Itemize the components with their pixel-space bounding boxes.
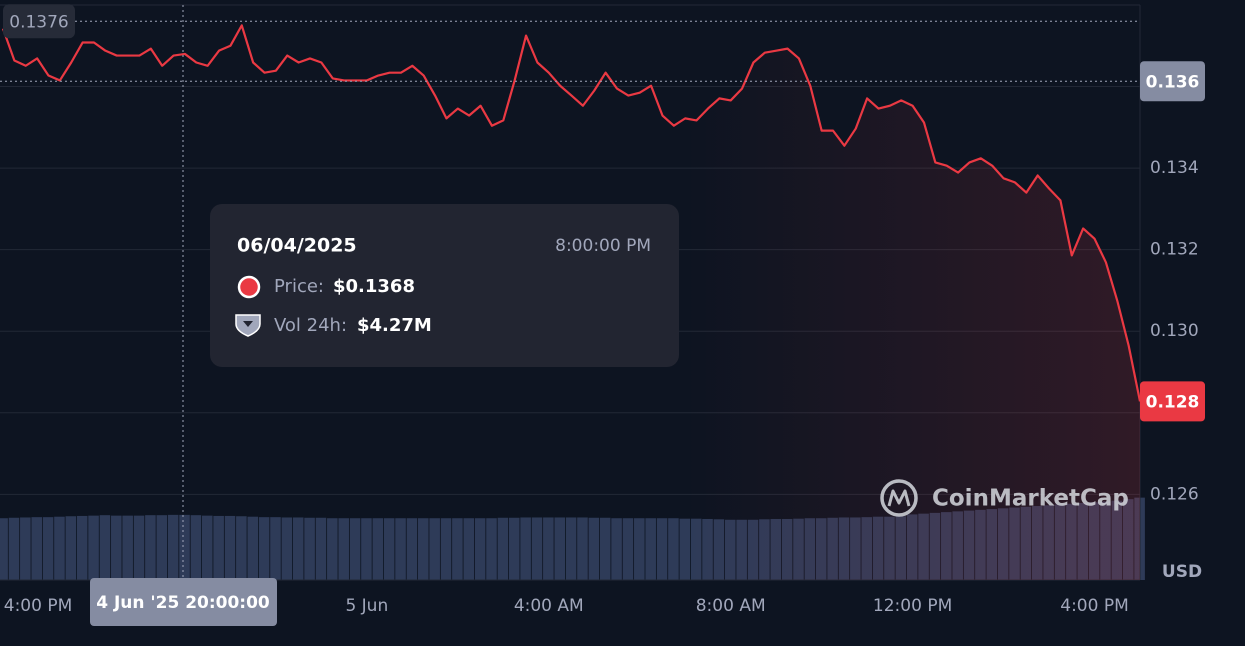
high-label: 0.1376 [9,12,68,32]
crosshair-x-pill [90,578,277,626]
watermark: CoinMarketCap [880,479,1129,517]
x-tick-label: 4:00 AM [514,596,584,616]
x-tick-label: 8:00 AM [696,596,766,616]
tooltip: 06/04/2025 8:00:00 PM Price: $0.1368 Vol… [210,204,679,367]
price-tag [1140,381,1205,422]
watermark-text: CoinMarketCap [932,486,1129,512]
y-tick-label: 0.126 [1150,484,1199,504]
watermark-logo-mark [887,489,911,507]
x-tick-label: 5 Jun [345,596,388,616]
x-tick-label: 4:00 PM [4,596,73,616]
tooltip-volume-icon-inner [243,321,253,327]
tooltip-volume: $4.27M [357,315,432,336]
tooltip-box [210,204,679,367]
price-tag-label: 0.128 [1146,392,1200,412]
tooltip-volume-label: Vol 24h: [274,315,347,336]
tooltip-price: $0.1368 [333,276,415,297]
x-tick-label: 12:00 PM [873,596,952,616]
high-pill [3,4,75,39]
crosshair-y-label: 0.136 [1146,72,1200,92]
tooltip-time: 8:00:00 PM [555,236,651,256]
tooltip-date: 06/04/2025 [237,235,357,257]
markers [0,20,1140,82]
y-tick-label: 0.132 [1150,240,1199,260]
labels: 0.126 0.128 0.130 0.132 0.134 0.136 4:00 PM 5 J… [3,4,1205,616]
x-tick-label: 4:00 PM [1060,596,1129,616]
crosshair-x-label: 4 Jun '25 20:00:00 [96,593,270,613]
crosshair-y-pill [1140,61,1205,102]
price-line [1,24,1142,402]
tooltip-price-dot [237,275,261,299]
y-tick-label: 0.134 [1150,158,1199,178]
tooltip-price-label: Price: [274,276,324,297]
watermark-logo [880,479,918,517]
y-tick-label: 0.130 [1150,321,1199,341]
y-unit: USD [1162,562,1202,582]
